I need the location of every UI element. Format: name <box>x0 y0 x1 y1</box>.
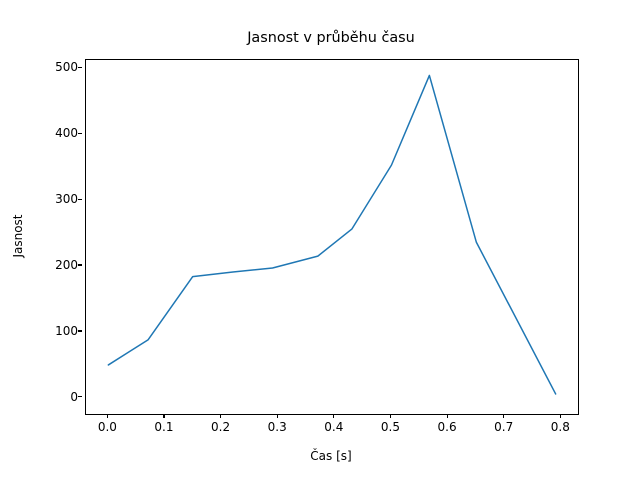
y-tick-mark <box>78 264 82 266</box>
x-tick-mark <box>446 414 448 418</box>
x-tick-label: 0.2 <box>211 420 231 434</box>
x-tick-label: 0.8 <box>550 420 570 434</box>
y-axis-ticks: 0 100 200 300 400 500 <box>28 59 82 413</box>
data-line-svg <box>107 74 557 395</box>
y-tick-label: 0 <box>70 389 78 404</box>
y-tick-mark <box>78 198 82 200</box>
y-tick-label: 500 <box>55 60 78 75</box>
x-tick-mark <box>220 414 222 418</box>
x-tick-label: 0.1 <box>154 420 174 434</box>
x-axis-label: Čas [s] <box>310 449 352 463</box>
y-tick-label: 400 <box>55 126 78 141</box>
x-tick-mark <box>559 414 561 418</box>
x-tick-label: 0.0 <box>97 420 117 434</box>
data-line-series-jasnost <box>107 74 557 395</box>
x-tick-label: 0.3 <box>267 420 287 434</box>
y-tick-mark <box>78 396 82 398</box>
y-tick-mark <box>78 132 82 134</box>
y-tick-mark <box>78 66 82 68</box>
y-axis-label: Jasnost <box>11 214 25 258</box>
plot-area <box>85 59 579 415</box>
x-tick-mark <box>389 414 391 418</box>
x-tick-mark <box>106 414 108 418</box>
x-tick-mark <box>503 414 505 418</box>
x-tick-mark <box>333 414 335 418</box>
x-axis-ticks: 0.0 0.1 0.2 0.3 0.4 0.5 0.6 0.7 0.8 <box>85 414 577 454</box>
chart-title: Jasnost v průběhu času <box>247 30 415 46</box>
x-tick-mark <box>276 414 278 418</box>
x-tick-label: 0.7 <box>494 420 514 434</box>
y-tick-mark <box>78 330 82 332</box>
y-tick-label: 100 <box>55 323 78 338</box>
x-tick-label: 0.4 <box>324 420 344 434</box>
x-tick-label: 0.6 <box>437 420 457 434</box>
x-tick-mark <box>163 414 165 418</box>
y-tick-label: 200 <box>55 258 78 273</box>
y-tick-label: 300 <box>55 192 78 207</box>
x-tick-label: 0.5 <box>380 420 400 434</box>
